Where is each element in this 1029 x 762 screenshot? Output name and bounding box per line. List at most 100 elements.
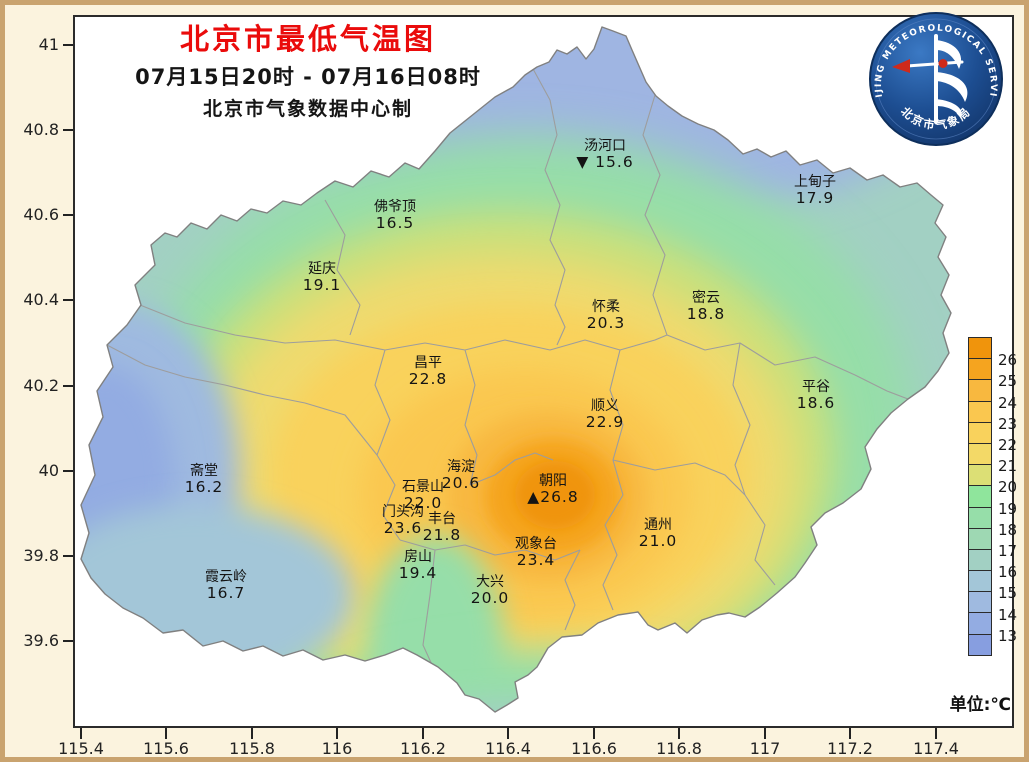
x-tick-mark	[593, 728, 595, 739]
station-label: 海淀 20.6	[441, 460, 481, 492]
station-value: 17.9	[795, 189, 835, 207]
y-tick-label: 40	[38, 461, 59, 480]
colorbar-cell	[968, 358, 992, 381]
x-tick-mark	[507, 728, 509, 739]
colorbar-tick-label: 13	[998, 626, 1018, 645]
station-value: 16.7	[206, 584, 246, 602]
x-tick-label: 116	[321, 739, 353, 758]
station-name: 佛爷顶	[374, 199, 416, 215]
beijing-outline	[80, 26, 952, 713]
station-name: 上甸子	[794, 174, 836, 190]
y-tick-mark	[63, 470, 73, 472]
y-tick-mark	[63, 555, 73, 557]
station-name: 汤河口	[583, 138, 626, 154]
colorbar-cell	[968, 421, 992, 444]
y-tick-mark	[63, 385, 73, 387]
x-tick-label: 116.4	[485, 739, 531, 758]
station-name: 大兴	[475, 574, 504, 590]
map-subtitle: 07月15日20时 - 07月16日08时	[135, 65, 481, 90]
y-tick-mark	[63, 214, 73, 216]
colorbar-cell	[968, 464, 992, 487]
x-tick-mark	[422, 728, 424, 739]
x-tick-label: 115.4	[58, 739, 104, 758]
map-title: 北京市最低气温图	[179, 22, 436, 56]
station-value: 16.2	[184, 478, 224, 496]
colorbar-tick-label: 15	[998, 584, 1018, 603]
x-tick-label: 116.8	[656, 739, 702, 758]
station-label: 汤河口 ▼ 15.6	[576, 138, 634, 171]
station-value: 22.0	[403, 494, 443, 512]
colorbar-tick-label: 24	[998, 393, 1018, 412]
colorbar-cell	[968, 442, 992, 466]
x-tick-mark	[251, 728, 253, 739]
station-name: 观象台	[515, 536, 557, 552]
station-label: 延庆 19.1	[302, 261, 342, 294]
y-tick-label: 40.2	[23, 376, 59, 395]
station-name: 门头沟	[382, 504, 424, 520]
station-value: 21.0	[638, 532, 678, 550]
colorbar-cell	[968, 612, 992, 635]
station-value: 18.8	[686, 305, 726, 323]
colorbar-cell	[968, 570, 992, 593]
station-label: 大兴 20.0	[470, 574, 510, 607]
station-label: 丰台 21.8	[422, 512, 462, 544]
colorbar-cell	[968, 379, 992, 402]
station-value: 23.4	[516, 551, 556, 569]
station-label: 斋堂 16.2	[184, 464, 224, 496]
colorbar-tick-label: 20	[998, 478, 1018, 497]
station-name: 平谷	[801, 379, 830, 395]
station-label: 佛爷顶 16.5	[374, 199, 416, 232]
station-name: 密云	[691, 290, 720, 306]
station-name: 怀柔	[591, 299, 620, 315]
station-value: 19.1	[302, 276, 342, 294]
station-label: 石景山 22.0	[402, 480, 444, 512]
colorbar-tick-label: 19	[998, 499, 1018, 518]
x-tick-mark	[849, 728, 851, 739]
colorbar-cell	[968, 633, 992, 656]
station-label: 房山 19.4	[399, 550, 438, 582]
colorbar-cell	[968, 485, 992, 508]
x-tick-label: 115.8	[229, 739, 275, 758]
colorbar-tick-label: 25	[998, 372, 1018, 391]
x-tick-label: 116.6	[571, 739, 617, 758]
station-label: 昌平 22.8	[408, 355, 448, 388]
station-value: 20.3	[586, 314, 626, 332]
y-tick-label: 40.8	[23, 120, 59, 139]
station-name: 昌平	[413, 355, 442, 371]
station-label: 门头沟 23.6	[382, 504, 424, 537]
x-tick-label: 117.2	[827, 739, 873, 758]
station-label: 通州 21.0	[638, 517, 678, 550]
station-label: 上甸子 17.9	[794, 174, 836, 207]
station-value: 20.0	[470, 589, 510, 607]
y-tick-label: 40.6	[23, 205, 59, 224]
colorbar-cell	[968, 400, 992, 423]
title-block: 北京市最低气温图 07月15日20时 - 07月16日08时 北京市气象数据中心…	[93, 22, 523, 121]
meteorological-service-logo: BEIJING METEOROLOGICAL SERVICE 北京市气象局	[867, 10, 1003, 146]
y-tick-mark	[63, 44, 73, 46]
station-name: 朝阳	[539, 473, 567, 489]
station-name: 霞云岭	[205, 569, 247, 585]
station-label: 平谷 18.6	[797, 379, 836, 412]
colorbar-tick-label: 14	[998, 605, 1018, 624]
temperature-field	[81, 27, 951, 712]
colorbar-cell	[968, 527, 992, 550]
station-name: 延庆	[307, 261, 336, 277]
district-boundaries	[106, 66, 909, 668]
colorbar-cell	[968, 506, 992, 529]
y-tick-label: 40.4	[23, 290, 59, 309]
station-value: ▼ 15.6	[576, 153, 634, 171]
station-label: 顺义 22.9	[586, 399, 625, 431]
station-label: 怀柔 20.3	[586, 299, 626, 332]
station-value: 22.8	[408, 370, 448, 388]
colorbar-cell	[968, 591, 992, 614]
station-value: 20.6	[441, 474, 481, 492]
colorbar-tick-label: 21	[998, 457, 1018, 476]
station-value: 21.8	[422, 526, 462, 544]
y-tick-mark	[63, 640, 73, 642]
y-tick-mark	[63, 129, 73, 131]
x-tick-label: 115.6	[143, 739, 189, 758]
colorbar-tick-label: 16	[998, 563, 1018, 582]
station-name: 通州	[643, 517, 672, 533]
colorbar-unit-label: 单位:℃	[949, 695, 1011, 715]
